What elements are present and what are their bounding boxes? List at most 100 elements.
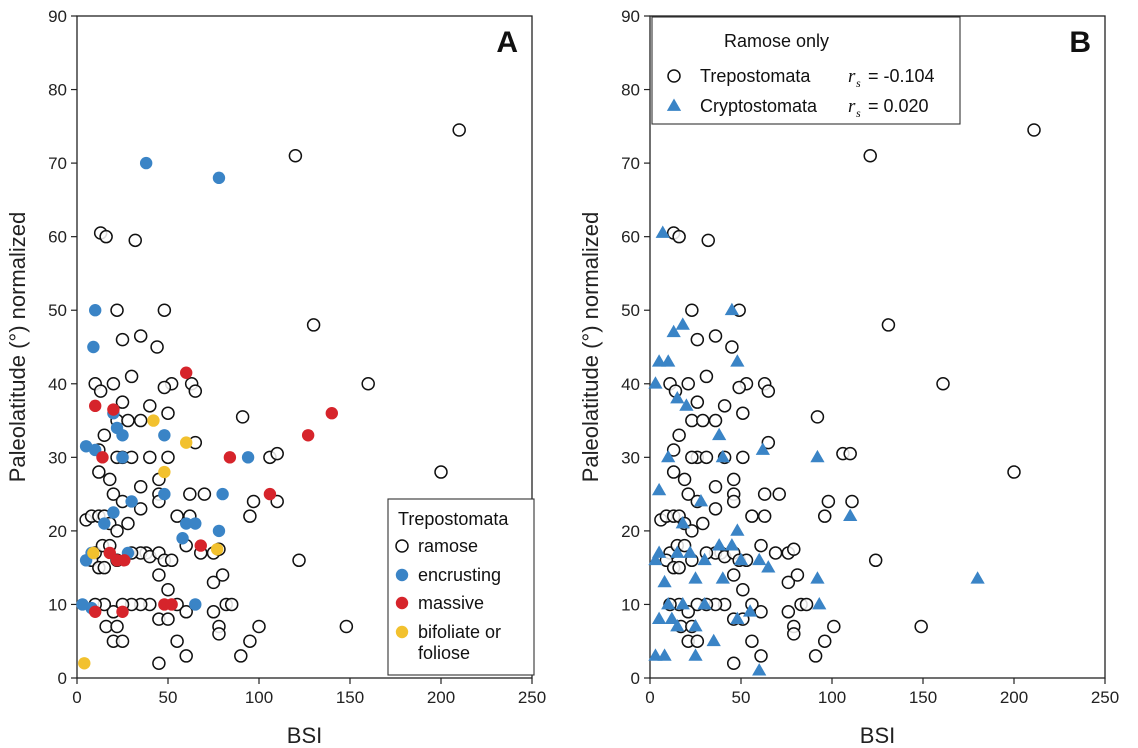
data-point <box>78 657 91 670</box>
data-point <box>325 407 338 420</box>
y-tick-label: 20 <box>621 522 640 541</box>
data-point <box>110 524 124 538</box>
data-point <box>715 449 730 463</box>
data-point <box>730 354 745 367</box>
data-point <box>675 317 690 330</box>
data-point <box>147 414 160 427</box>
legend-label: Trepostomata <box>700 66 811 86</box>
y-tick-label: 80 <box>621 81 640 100</box>
data-point <box>116 605 129 618</box>
data-point <box>768 546 783 560</box>
data-point <box>752 552 767 566</box>
data-point <box>158 465 171 479</box>
data-point <box>651 611 667 625</box>
legend-marker <box>395 625 409 639</box>
x-axis-label: BSI <box>287 723 322 748</box>
data-point <box>121 516 135 531</box>
data-point <box>688 619 703 632</box>
data-point <box>868 553 883 568</box>
data-point <box>133 502 148 516</box>
data-point <box>730 611 745 625</box>
y-tick-label: 40 <box>48 375 67 394</box>
data-point <box>157 380 172 395</box>
data-point <box>93 384 108 398</box>
data-point <box>161 582 175 597</box>
y-tick-label: 10 <box>621 595 640 614</box>
data-point <box>157 303 172 317</box>
y-tick-label: 80 <box>48 81 67 100</box>
data-point <box>1027 123 1041 137</box>
data-point <box>128 233 142 248</box>
data-point <box>170 634 184 648</box>
data-point <box>724 538 740 551</box>
y-tick-label: 50 <box>621 301 640 320</box>
data-point <box>761 435 776 450</box>
x-tick-label: 0 <box>72 688 81 707</box>
data-point <box>92 465 106 479</box>
data-point <box>648 376 663 389</box>
data-point <box>677 538 692 553</box>
data-point <box>863 149 877 163</box>
data-point <box>210 543 224 556</box>
data-point <box>158 429 171 442</box>
data-point <box>292 553 306 568</box>
data-point <box>180 366 193 379</box>
data-point <box>726 472 741 487</box>
data-point <box>103 472 117 487</box>
data-point <box>701 233 715 248</box>
data-point <box>651 482 667 496</box>
plot-frame <box>649 15 1106 679</box>
data-point <box>754 649 768 663</box>
data-point <box>808 649 823 663</box>
data-point <box>235 410 250 424</box>
data-point <box>717 399 732 413</box>
data-point <box>183 487 197 501</box>
data-point <box>745 634 759 648</box>
data-point <box>732 380 746 395</box>
data-point <box>110 303 124 317</box>
data-point <box>152 656 166 671</box>
data-point <box>651 354 667 367</box>
data-point <box>696 516 710 531</box>
legend-label: massive <box>418 593 484 613</box>
data-point <box>206 605 221 619</box>
data-point <box>180 517 193 530</box>
data-point <box>243 509 257 523</box>
legend-marker <box>667 69 681 83</box>
data-point <box>772 487 786 501</box>
data-point <box>252 619 266 634</box>
data-point <box>110 619 124 634</box>
data-point <box>670 390 685 404</box>
x-tick-label: 50 <box>732 688 751 707</box>
data-point <box>696 413 710 428</box>
y-tick-label: 30 <box>621 448 640 467</box>
data-point <box>677 472 692 487</box>
legend-stat-subscript: s <box>856 106 861 120</box>
data-point <box>161 450 175 465</box>
data-point <box>724 302 740 316</box>
data-point <box>690 332 705 347</box>
data-point <box>699 450 714 465</box>
data-point <box>661 449 676 463</box>
x-tick-label: 50 <box>159 688 178 707</box>
data-point <box>726 656 741 671</box>
legend-marker <box>395 539 409 553</box>
y-tick-label: 70 <box>621 154 640 173</box>
data-point <box>690 634 705 648</box>
y-tick-label: 30 <box>48 448 67 467</box>
data-point <box>215 568 230 582</box>
legend-label: bifoliate or <box>418 622 501 642</box>
data-point <box>726 568 741 582</box>
series-massive <box>89 366 338 618</box>
data-point <box>799 597 814 612</box>
data-point <box>936 377 950 391</box>
data-point <box>708 480 723 494</box>
data-point <box>115 395 130 409</box>
y-tick-label: 10 <box>48 595 67 614</box>
data-point <box>106 487 121 501</box>
x-tick-label: 150 <box>909 688 937 707</box>
x-tick-label: 100 <box>245 688 273 707</box>
data-point <box>197 487 212 501</box>
data-point <box>752 663 767 676</box>
